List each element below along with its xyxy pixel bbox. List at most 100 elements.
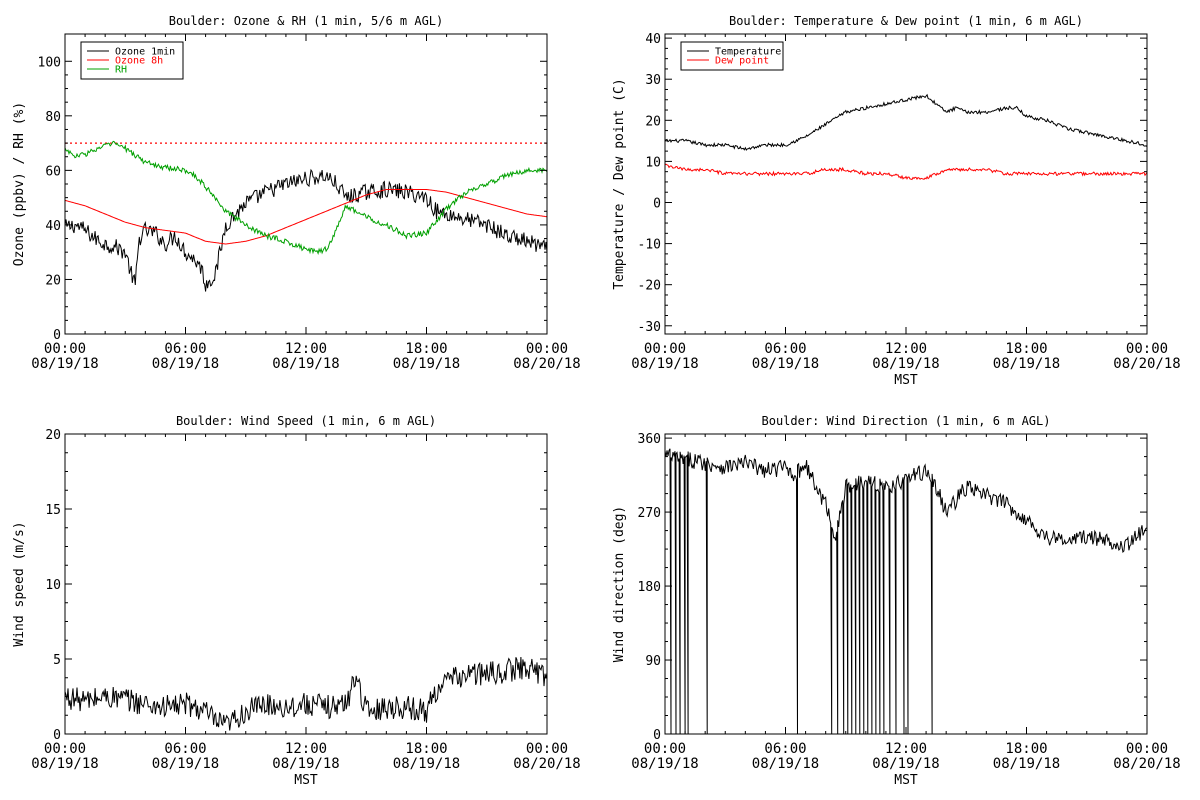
chart-panel-3: Boulder: Wind Speed (1 min, 6 m AGL) 0 5 10… bbox=[12, 414, 581, 788]
y-tick-label: 5 bbox=[53, 653, 61, 668]
x-tick-label-date: 08/19/18 bbox=[31, 756, 98, 772]
x-tick-label-date: 08/19/18 bbox=[631, 356, 698, 372]
chart-title: Boulder: Wind Speed (1 min, 6 m AGL) bbox=[176, 414, 436, 428]
legend-label: Temperature bbox=[715, 47, 781, 58]
y-axis-label: Temperature / Dew point (C) bbox=[612, 78, 627, 289]
x-tick-label-time: 12:00 bbox=[885, 741, 927, 757]
x-tick-label-time: 00:00 bbox=[644, 741, 686, 757]
legend-label: RH bbox=[115, 65, 127, 76]
y-tick-label: 0 bbox=[53, 328, 61, 343]
x-tick-label-time: 00:00 bbox=[1126, 341, 1168, 357]
x-tick-label-time: 06:00 bbox=[764, 741, 806, 757]
x-tick-label-date: 08/19/18 bbox=[272, 756, 339, 772]
x-tick-label-time: 00:00 bbox=[644, 341, 686, 357]
x-axis-label: MST bbox=[294, 773, 318, 788]
y-tick-label: 20 bbox=[45, 428, 61, 443]
legend-label: Ozone 8h bbox=[115, 56, 163, 67]
y-axis-label: Wind speed (m/s) bbox=[12, 521, 27, 646]
y-tick-label: 20 bbox=[45, 273, 61, 288]
plot-frame bbox=[664, 433, 1148, 735]
x-tick-label-date: 08/19/18 bbox=[752, 356, 819, 372]
legend-box bbox=[680, 41, 784, 71]
x-tick-label-date: 08/20/18 bbox=[513, 756, 580, 772]
x-tick-label-time: 00:00 bbox=[44, 741, 86, 757]
x-tick-label-time: 06:00 bbox=[764, 341, 806, 357]
x-tick-label-time: 18:00 bbox=[405, 741, 447, 757]
x-tick-label-date: 08/19/18 bbox=[393, 756, 460, 772]
x-axis-label: MST bbox=[894, 373, 918, 388]
y-tick-label: 20 bbox=[645, 114, 661, 129]
x-tick-label-time: 18:00 bbox=[1005, 341, 1047, 357]
x-tick-label-date: 08/20/18 bbox=[1113, 756, 1180, 772]
plot-data bbox=[665, 448, 1147, 734]
legend-label: Ozone 1min bbox=[115, 47, 175, 58]
y-tick-label: 180 bbox=[638, 580, 661, 595]
plot-frame bbox=[664, 33, 1148, 335]
y-tick-label: 100 bbox=[38, 55, 61, 70]
y-axis-label: Wind direction (deg) bbox=[612, 506, 627, 663]
x-tick-label-time: 12:00 bbox=[285, 341, 327, 357]
x-tick-label-time: 00:00 bbox=[526, 741, 568, 757]
x-tick-label-date: 08/19/18 bbox=[631, 756, 698, 772]
x-tick-label-date: 08/20/18 bbox=[1113, 356, 1180, 372]
chart-panel-2: Boulder: Temperature & Dew point (1 min,… bbox=[612, 14, 1181, 388]
x-tick-label-time: 18:00 bbox=[1005, 741, 1047, 757]
x-tick-label-time: 00:00 bbox=[1126, 741, 1168, 757]
legend-label: Dew point bbox=[715, 56, 769, 67]
chart-title: Boulder: Ozone & RH (1 min, 5/6 m AGL) bbox=[169, 14, 444, 28]
plot-data bbox=[665, 93, 1147, 181]
x-tick-label-date: 08/19/18 bbox=[393, 356, 460, 372]
y-tick-label: 0 bbox=[653, 728, 661, 743]
x-tick-label-time: 18:00 bbox=[405, 341, 447, 357]
x-tick-label-time: 06:00 bbox=[164, 741, 206, 757]
y-axis-label: Ozone (ppbv) / RH (%) bbox=[12, 102, 27, 266]
x-tick-label-date: 08/19/18 bbox=[872, 356, 939, 372]
y-tick-label: 40 bbox=[45, 219, 61, 234]
y-tick-label: 10 bbox=[45, 578, 61, 593]
x-tick-label-date: 08/19/18 bbox=[272, 356, 339, 372]
chart-panel-4: Boulder: Wind Direction (1 min, 6 m AGL)… bbox=[612, 414, 1181, 788]
series-line-rh bbox=[65, 140, 547, 256]
x-tick-label-date: 08/19/18 bbox=[152, 756, 219, 772]
y-tick-label: 90 bbox=[645, 654, 661, 669]
y-tick-label: 270 bbox=[638, 506, 661, 521]
chart-panel-1: Boulder: Ozone & RH (1 min, 5/6 m AGL) 0 2… bbox=[12, 14, 581, 372]
plot-data bbox=[65, 140, 547, 292]
x-tick-label-time: 00:00 bbox=[44, 341, 86, 357]
series-line-wind-speed bbox=[65, 656, 547, 731]
y-tick-label: 0 bbox=[53, 728, 61, 743]
x-tick-label-date: 08/19/18 bbox=[152, 356, 219, 372]
y-tick-label: -10 bbox=[638, 238, 661, 253]
series-line-temperature bbox=[665, 93, 1147, 151]
y-tick-label: 0 bbox=[653, 196, 661, 211]
series-line-ozone-1min bbox=[65, 168, 547, 292]
x-tick-label-time: 06:00 bbox=[164, 341, 206, 357]
chart-title: Boulder: Temperature & Dew point (1 min,… bbox=[729, 14, 1083, 28]
plot-data bbox=[65, 656, 547, 731]
y-tick-label: 60 bbox=[45, 164, 61, 179]
x-tick-label-time: 12:00 bbox=[885, 341, 927, 357]
y-tick-label: -20 bbox=[638, 279, 661, 294]
series-line-dew-point bbox=[665, 163, 1147, 181]
x-tick-label-date: 08/19/18 bbox=[31, 356, 98, 372]
y-tick-label: 40 bbox=[645, 32, 661, 47]
chart-title: Boulder: Wind Direction (1 min, 6 m AGL) bbox=[762, 414, 1051, 428]
y-tick-label: 360 bbox=[638, 432, 661, 447]
x-tick-label-date: 08/19/18 bbox=[993, 756, 1060, 772]
y-tick-label: 80 bbox=[45, 110, 61, 125]
series-line-ozone-8h bbox=[65, 189, 547, 245]
y-tick-label: 30 bbox=[645, 73, 661, 88]
x-tick-label-date: 08/19/18 bbox=[752, 756, 819, 772]
x-tick-label-date: 08/19/18 bbox=[993, 356, 1060, 372]
y-tick-label: 15 bbox=[45, 503, 61, 518]
x-tick-label-date: 08/19/18 bbox=[872, 756, 939, 772]
plot-frame bbox=[64, 433, 548, 735]
y-tick-label: 10 bbox=[645, 155, 661, 170]
x-tick-label-date: 08/20/18 bbox=[513, 356, 580, 372]
y-tick-label: -30 bbox=[638, 320, 661, 335]
series-line-wind-direction bbox=[665, 448, 1147, 734]
x-axis-label: MST bbox=[894, 773, 918, 788]
